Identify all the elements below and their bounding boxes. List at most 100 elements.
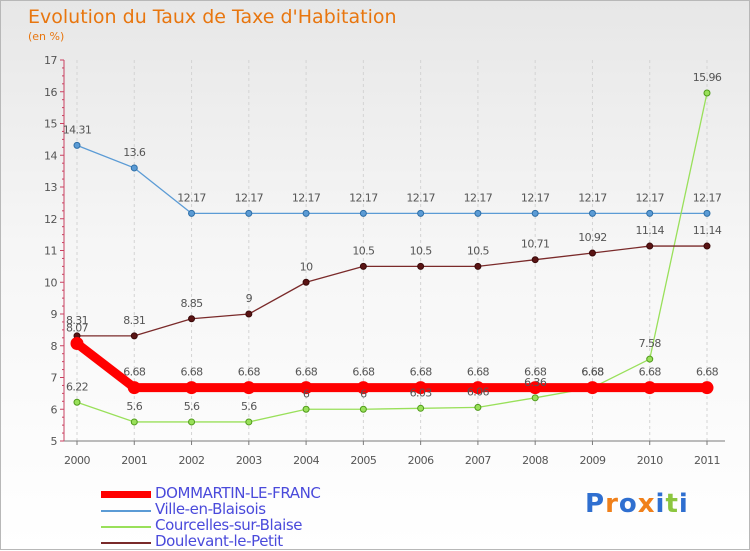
data-label: 6 — [303, 387, 310, 400]
data-point — [242, 381, 256, 395]
data-label: 6.68 — [352, 366, 375, 379]
y-tick-label: 16 — [44, 86, 57, 99]
legend-item-doulevant: Doulevant-le-Petit — [101, 532, 401, 550]
logo-letter: r — [605, 489, 619, 519]
data-label: 10 — [300, 260, 313, 273]
data-point — [528, 381, 542, 395]
logo-letter: i — [678, 489, 689, 519]
data-point — [474, 209, 482, 217]
data-point — [474, 403, 482, 411]
data-point — [130, 418, 138, 426]
x-tick-label: 2004 — [293, 454, 319, 467]
data-label: 6.36 — [524, 376, 547, 389]
data-label: 6.68 — [123, 366, 146, 379]
series-line-1 — [76, 144, 708, 215]
data-point — [474, 262, 482, 270]
data-label: 6.68 — [696, 366, 719, 379]
data-label: 12.17 — [292, 191, 321, 204]
series-line-0 — [72, 339, 712, 393]
data-point — [245, 209, 253, 217]
data-point — [130, 332, 138, 340]
data-point — [73, 141, 81, 149]
data-label: 6.68 — [581, 366, 604, 379]
logo-letter: P — [585, 489, 606, 519]
data-label: 12.17 — [406, 191, 435, 204]
data-point — [531, 394, 539, 402]
data-point — [302, 209, 310, 217]
y-tick-label: 7 — [51, 372, 58, 385]
x-tick-label: 2009 — [579, 454, 605, 467]
data-label: 12.17 — [635, 191, 664, 204]
data-label: 11.14 — [635, 224, 664, 237]
x-tick-label: 2001 — [121, 454, 147, 467]
x-tick-label: 2010 — [637, 454, 663, 467]
legend-swatch — [101, 491, 151, 498]
data-point — [359, 209, 367, 217]
data-point — [188, 315, 196, 323]
data-label: 12.17 — [521, 191, 550, 204]
data-label: 6.22 — [66, 380, 88, 393]
y-tick-label: 14 — [44, 149, 57, 162]
data-label: 10.5 — [410, 244, 433, 257]
data-label: 10.5 — [352, 244, 375, 257]
data-label: 6.68 — [238, 366, 261, 379]
data-point — [302, 278, 310, 286]
data-point — [703, 89, 711, 97]
data-label: 12.17 — [578, 191, 607, 204]
data-label: 12.17 — [235, 191, 264, 204]
legend: DOMMARTIN-LE-FRANC Ville-en-Blaisois Cou… — [101, 484, 401, 550]
data-point — [299, 381, 313, 395]
x-tick-label: 2011 — [694, 454, 720, 467]
x-tick-label: 2002 — [179, 454, 205, 467]
data-label: 6.03 — [410, 386, 433, 399]
data-point — [188, 209, 196, 217]
data-label: 8.31 — [123, 314, 145, 327]
data-point — [471, 381, 485, 395]
y-tick-label: 6 — [51, 403, 58, 416]
data-label: 10.71 — [521, 238, 550, 251]
y-tick-label: 8 — [51, 340, 58, 353]
data-label: 6.68 — [639, 366, 662, 379]
y-tick-label: 15 — [44, 118, 57, 131]
chart-title: Evolution du Taux de Taxe d'Habitation — [28, 6, 397, 28]
legend-label: Doulevant-le-Petit — [155, 532, 283, 550]
legend-swatch — [101, 526, 151, 528]
data-label: 12.17 — [349, 191, 378, 204]
data-label: 15.96 — [693, 71, 722, 84]
data-label: 6.68 — [180, 366, 203, 379]
data-point — [531, 256, 539, 264]
data-point — [245, 418, 253, 426]
data-point — [585, 381, 599, 395]
data-label: 12.17 — [693, 191, 722, 204]
data-label: 6.68 — [467, 366, 490, 379]
data-point — [646, 355, 654, 363]
data-point — [646, 209, 654, 217]
y-tick-label: 10 — [44, 276, 57, 289]
y-tick-label: 17 — [44, 54, 57, 67]
data-label: 5.6 — [126, 400, 142, 413]
y-tick-label: 12 — [44, 213, 57, 226]
data-point — [356, 381, 370, 395]
logo-letter: o — [618, 489, 638, 519]
data-label: 14.31 — [63, 123, 92, 136]
data-label: 6.68 — [295, 366, 318, 379]
y-tick-label: 11 — [44, 245, 57, 258]
x-tick-label: 2005 — [350, 454, 376, 467]
data-label: 8.31 — [66, 314, 88, 327]
data-point — [417, 404, 425, 412]
data-point — [302, 405, 310, 413]
data-point — [188, 418, 196, 426]
legend-swatch — [101, 542, 151, 544]
data-point — [700, 381, 714, 395]
data-label: 6.68 — [524, 366, 547, 379]
data-point — [417, 209, 425, 217]
data-point — [703, 242, 711, 250]
legend-item-dommartin: DOMMARTIN-LE-FRANC — [101, 484, 401, 502]
x-tick-label: 2003 — [236, 454, 262, 467]
data-point — [185, 381, 199, 395]
data-point — [588, 209, 596, 217]
proxiti-logo: Proxiti — [585, 489, 689, 519]
data-label: 8.85 — [180, 297, 203, 310]
